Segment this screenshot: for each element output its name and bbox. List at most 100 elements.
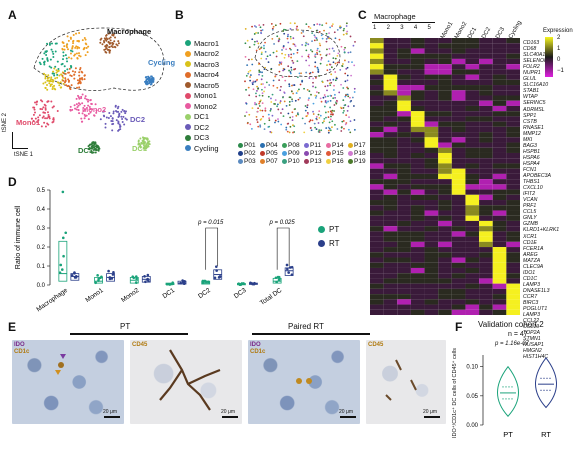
tsne-point — [294, 108, 296, 110]
heatmap-cell — [424, 309, 439, 315]
heatmap-cell — [410, 90, 425, 96]
tsne-point — [106, 38, 109, 41]
tsne-point — [293, 125, 296, 128]
tsne-point — [340, 126, 343, 129]
tsne-point — [307, 112, 309, 115]
heatmap-cell — [397, 79, 411, 86]
heatmap-cell — [506, 64, 520, 70]
heatmap-cell — [424, 100, 439, 106]
tsne-point — [254, 80, 257, 83]
heatmap-cell — [506, 205, 520, 211]
tsne-point — [295, 114, 298, 117]
tsne-point — [46, 88, 49, 91]
tsne-point — [304, 44, 307, 47]
tsne-point — [338, 61, 341, 64]
tsne-point — [352, 105, 355, 107]
heatmap-cell — [424, 79, 439, 86]
tsne-point — [272, 51, 275, 54]
tsne-point — [44, 77, 47, 80]
tsne-point — [114, 104, 117, 107]
heatmap-cell — [438, 252, 452, 258]
tsne-point — [340, 107, 343, 110]
tsne-point — [281, 49, 283, 51]
heatmap-cell — [451, 226, 466, 232]
tsne-point — [287, 65, 290, 68]
cluster-label-mono1: Mono1 — [16, 118, 41, 127]
heatmap-cell — [438, 105, 452, 112]
tsne-point — [295, 27, 298, 30]
tsne-point — [51, 50, 54, 53]
legend-label: P11 — [310, 142, 322, 149]
heatmap-cell — [424, 304, 439, 310]
tsne-point — [249, 76, 252, 78]
tsne-point — [106, 44, 109, 47]
tsne-point — [324, 85, 327, 88]
heatmap-cell — [492, 142, 507, 148]
tsne-point — [254, 101, 256, 104]
ihc-cell-marker — [296, 378, 302, 384]
tsne-point — [76, 106, 79, 109]
heatmap-cell — [424, 152, 439, 159]
tsne-point — [331, 113, 334, 116]
tsne-point — [249, 123, 252, 126]
tsne-point — [78, 74, 81, 77]
gene-label: FOLR2 — [523, 64, 540, 71]
data-point — [168, 283, 172, 286]
tsne-point — [66, 68, 69, 71]
tsne-point — [305, 23, 308, 25]
tsne-point — [83, 117, 86, 120]
tsne-point — [314, 126, 317, 129]
ihc-label-cd45: CD45 — [132, 342, 148, 348]
tsne-point — [316, 49, 319, 52]
heatmap-cell — [438, 220, 452, 227]
tsne-point — [262, 23, 265, 26]
tsne-point — [56, 76, 59, 79]
heatmap-cell — [383, 288, 398, 295]
tsne-point — [324, 100, 327, 102]
heatmap-cell — [465, 90, 480, 96]
tsne-point — [291, 98, 293, 101]
tsne-point — [331, 47, 334, 50]
tsne-point — [260, 118, 263, 120]
heatmap-cell — [383, 79, 398, 86]
legend-item: P01 — [238, 142, 260, 149]
tsne-point — [272, 25, 275, 28]
heatmap-cell — [451, 257, 466, 263]
gene-label: CCR7 — [523, 293, 538, 300]
gene-label: CCL5 — [523, 209, 537, 216]
heatmap-cell — [370, 142, 384, 148]
legend-item: DC3 — [185, 133, 219, 144]
tsne-point — [251, 25, 253, 28]
tsne-point — [327, 129, 330, 132]
tsne-point — [74, 107, 77, 110]
tsne-point — [91, 108, 94, 111]
tsne-point — [69, 37, 72, 40]
heatmap-cell — [438, 147, 452, 153]
tsne-point — [302, 35, 305, 38]
heatmap-cell — [410, 278, 425, 284]
tsne-point — [244, 42, 247, 45]
tsne-point — [78, 71, 81, 74]
heatmap-cell — [492, 126, 507, 133]
tsne-point — [258, 24, 261, 27]
tsne-point — [260, 51, 263, 54]
heatmap-cell — [451, 69, 466, 75]
legend-swatch — [318, 239, 325, 247]
tsne-point — [340, 45, 343, 48]
tsne-point — [105, 34, 108, 37]
heatmap-column-label: 1 — [373, 25, 377, 31]
data-point — [288, 266, 292, 269]
legend-label: Mono2 — [194, 101, 217, 111]
heatmap-cell — [492, 64, 507, 70]
tsne-point — [143, 136, 146, 139]
tsne-point — [47, 74, 50, 77]
tsne-point — [274, 121, 276, 124]
tsne-point — [104, 48, 107, 51]
gene-label: MATZA — [523, 257, 541, 264]
tsne-point — [150, 75, 153, 78]
heatmap-cell — [451, 262, 466, 268]
heatmap-cell — [410, 105, 425, 112]
heatmap-cell — [465, 163, 480, 169]
tsne-point — [279, 62, 281, 64]
tsne-point — [344, 104, 347, 106]
